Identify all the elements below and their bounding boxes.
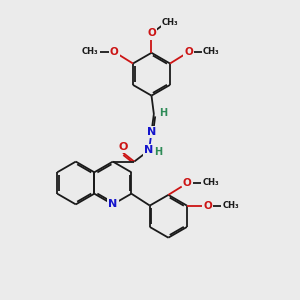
Text: CH₃: CH₃ (203, 47, 219, 56)
Text: N: N (108, 200, 118, 209)
Text: O: O (118, 142, 128, 152)
Text: O: O (203, 201, 212, 211)
Text: O: O (147, 28, 156, 38)
Text: H: H (154, 147, 163, 157)
Text: O: O (110, 46, 118, 57)
Text: CH₃: CH₃ (202, 178, 219, 188)
Text: H: H (159, 108, 167, 118)
Text: O: O (184, 46, 193, 57)
Text: CH₃: CH₃ (223, 201, 239, 210)
Text: N: N (145, 145, 154, 155)
Text: O: O (183, 178, 192, 188)
Text: CH₃: CH₃ (82, 47, 98, 56)
Text: CH₃: CH₃ (162, 18, 178, 27)
Text: N: N (147, 127, 156, 137)
